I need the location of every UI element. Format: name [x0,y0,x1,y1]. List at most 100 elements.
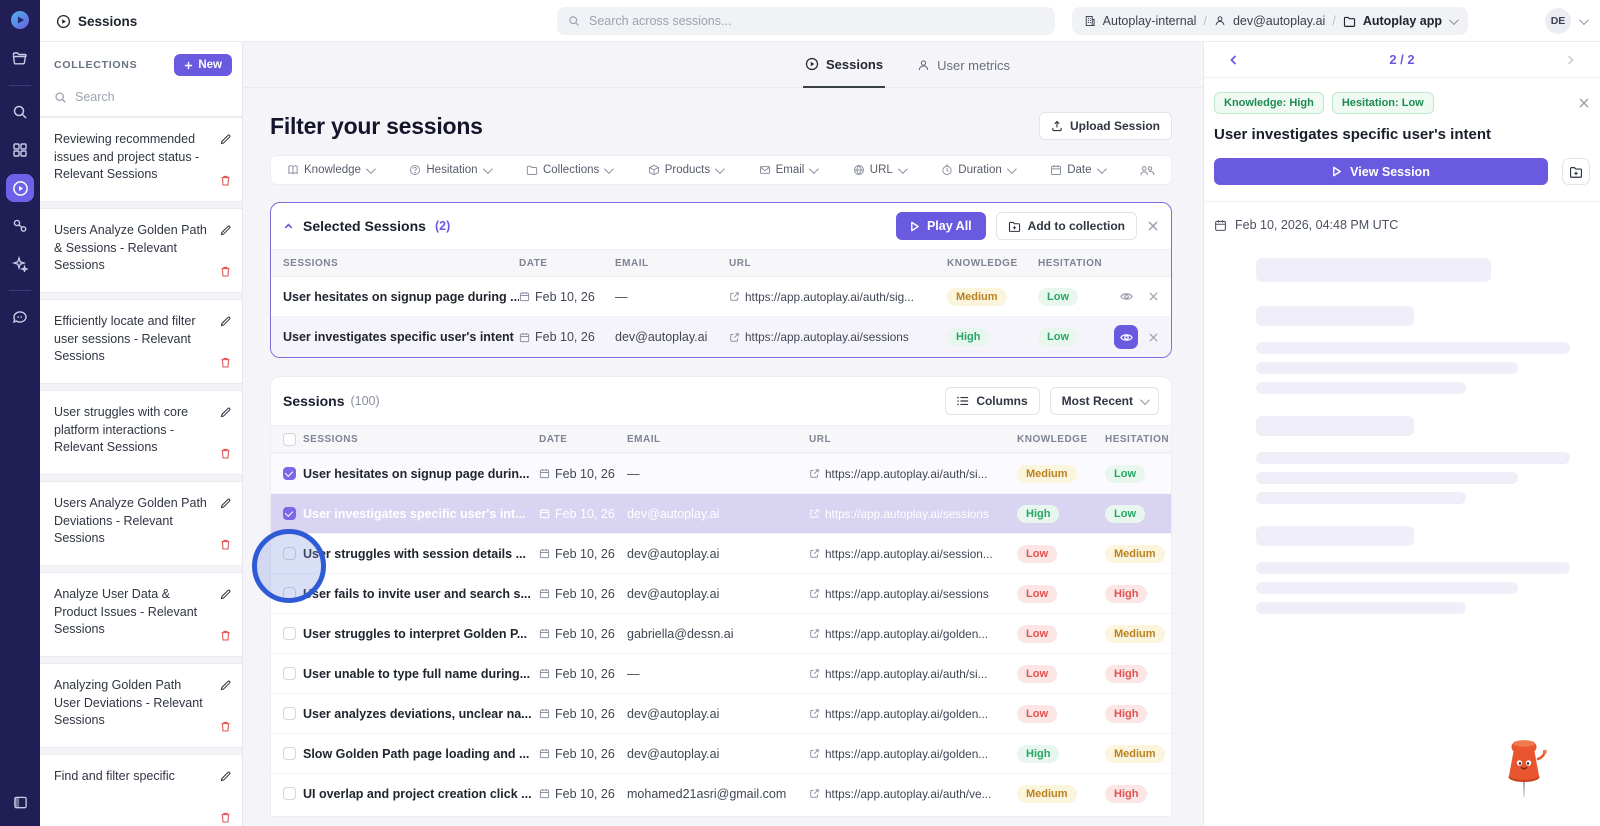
projects-icon[interactable] [6,45,34,73]
breadcrumb[interactable]: Autoplay-internal / dev@autoplay.ai / Au… [1071,7,1468,35]
breadcrumb-user[interactable]: dev@autoplay.ai [1232,14,1326,28]
selected-session-row[interactable]: User investigates specific user's intent… [271,317,1171,357]
avatar[interactable]: DE [1545,8,1571,34]
app-logo[interactable] [0,0,40,40]
account-menu[interactable]: DE [1545,8,1589,34]
delete-collection-icon[interactable] [219,356,232,369]
delete-collection-icon[interactable] [219,265,232,278]
session-url[interactable]: https://app.autoplay.ai/auth/si... [825,466,988,481]
session-row[interactable]: User analyzes deviations, unclear na... … [271,693,1171,733]
sort-dropdown[interactable]: Most Recent [1049,387,1159,415]
delete-collection-icon[interactable] [219,447,232,460]
row-checkbox[interactable] [283,467,296,480]
session-row[interactable]: UI overlap and project creation click ..… [271,773,1171,813]
close-detail-panel-icon[interactable] [1578,97,1590,109]
filter-collections[interactable]: Collections [526,163,615,176]
delete-collection-icon[interactable] [219,629,232,642]
filter-knowledge[interactable]: Knowledge [287,163,376,176]
sparkles-icon[interactable] [6,250,34,278]
session-url[interactable]: https://app.autoplay.ai/auth/sig... [745,289,914,304]
dashboard-icon[interactable] [6,136,34,164]
selected-session-row[interactable]: User hesitates on signup page during ...… [271,277,1171,317]
filter-url[interactable]: URL [853,163,908,176]
session-row[interactable]: User hesitates on signup page durin... F… [271,453,1171,493]
row-checkbox[interactable] [283,507,296,520]
app-rail [0,0,40,826]
collection-item[interactable]: Analyze User Data & Product Issues - Rel… [40,572,242,657]
collapse-sidebar-icon[interactable] [6,788,34,816]
session-url[interactable]: https://app.autoplay.ai/golden... [825,626,989,641]
edit-collection-icon[interactable] [219,224,232,237]
select-all-checkbox[interactable] [283,432,296,446]
collection-item[interactable]: Analyzing Golden Path User Deviations - … [40,663,242,748]
session-row[interactable]: User unable to type full name during... … [271,653,1171,693]
delete-collection-icon[interactable] [219,538,232,551]
collection-item[interactable]: Find and filter specific [40,754,242,826]
row-checkbox[interactable] [283,667,296,680]
delete-collection-icon[interactable] [219,720,232,733]
tab-user-metrics[interactable]: User metrics [915,42,1012,88]
breadcrumb-project[interactable]: Autoplay app [1362,14,1442,28]
row-checkbox[interactable] [283,627,296,640]
session-url[interactable]: https://app.autoplay.ai/sessions [825,586,989,601]
session-url[interactable]: https://app.autoplay.ai/auth/ve... [825,786,992,801]
delete-collection-icon[interactable] [219,174,232,187]
session-row[interactable]: User fails to invite user and search s..… [271,573,1171,613]
filter-email[interactable]: Email [759,163,820,176]
tab-sessions[interactable]: Sessions [803,42,886,88]
preview-eye-icon[interactable] [1114,325,1138,349]
collections-search-input[interactable] [75,90,195,104]
columns-button[interactable]: Columns [945,387,1040,415]
edit-collection-icon[interactable] [219,315,232,328]
remove-session-icon[interactable] [1148,291,1159,302]
remove-session-icon[interactable] [1148,332,1159,343]
collection-item[interactable]: Efficiently locate and filter user sessi… [40,299,242,384]
filter-products[interactable]: Products [648,163,725,176]
close-selected-panel-icon[interactable] [1147,220,1159,232]
collection-item[interactable]: Users Analyze Golden Path & Sessions - R… [40,208,242,293]
upload-session-button[interactable]: Upload Session [1038,112,1172,140]
session-url[interactable]: https://app.autoplay.ai/sessions [825,506,989,521]
session-row[interactable]: Slow Golden Path page loading and ... Fe… [271,733,1171,773]
session-row[interactable]: User struggles to interpret Golden P... … [271,613,1171,653]
new-collection-button[interactable]: New [174,54,232,76]
edit-collection-icon[interactable] [219,679,232,692]
search-input[interactable] [557,7,1055,35]
sessions-nav-icon[interactable] [6,174,34,202]
filter-duration[interactable]: Duration [941,163,1017,176]
row-checkbox[interactable] [283,787,296,800]
delete-collection-icon[interactable] [219,811,232,824]
session-url[interactable]: https://app.autoplay.ai/auth/si... [825,666,988,681]
filter-hesitation[interactable]: Hesitation [409,163,493,176]
edit-collection-icon[interactable] [219,770,232,783]
edit-collection-icon[interactable] [219,497,232,510]
session-row[interactable]: User investigates specific user's int...… [271,493,1171,533]
session-row[interactable]: User struggles with session details ... … [271,533,1171,573]
breadcrumb-org[interactable]: Autoplay-internal [1102,14,1197,28]
edit-collection-icon[interactable] [219,588,232,601]
add-to-collection-button[interactable]: Add to collection [995,212,1137,240]
next-session-icon[interactable] [1564,54,1576,66]
connections-icon[interactable] [6,212,34,240]
preview-eye-icon[interactable] [1114,285,1138,309]
row-checkbox[interactable] [283,707,296,720]
add-to-collection-icon[interactable] [1562,158,1590,185]
prev-session-icon[interactable] [1228,54,1240,66]
view-session-button[interactable]: View Session [1214,158,1548,185]
session-url[interactable]: https://app.autoplay.ai/golden... [825,706,989,721]
play-all-button[interactable]: Play All [895,212,986,240]
edit-collection-icon[interactable] [219,133,232,146]
filter-date[interactable]: Date [1050,163,1107,176]
search-icon[interactable] [6,98,34,126]
session-url[interactable]: https://app.autoplay.ai/golden... [825,746,989,761]
users-filter-icon[interactable] [1140,164,1155,177]
row-checkbox[interactable] [283,747,296,760]
edit-collection-icon[interactable] [219,406,232,419]
collection-item[interactable]: Reviewing recommended issues and project… [40,117,242,202]
session-url[interactable]: https://app.autoplay.ai/session... [825,546,993,561]
collection-item[interactable]: User struggles with core platform intera… [40,390,242,475]
session-url[interactable]: https://app.autoplay.ai/sessions [745,330,909,344]
collection-item[interactable]: Users Analyze Golden Path Deviations - R… [40,481,242,566]
chat-icon[interactable] [6,303,34,331]
collapse-chevron-icon[interactable] [283,221,294,232]
